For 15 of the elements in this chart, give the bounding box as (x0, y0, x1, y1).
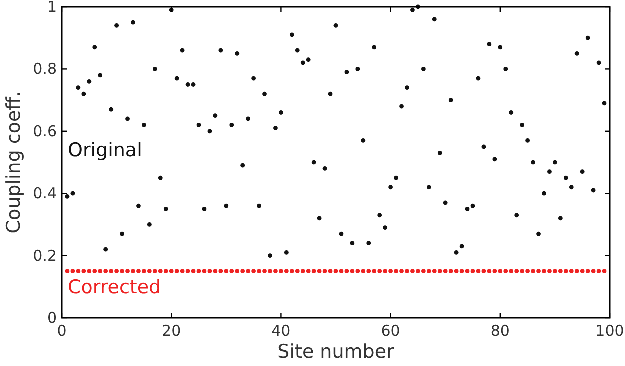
x-tick-label: 60 (381, 322, 400, 340)
x-tick-label: 20 (162, 322, 182, 340)
x-tick-label: 80 (490, 322, 510, 340)
y-tick-label: 1 (47, 0, 57, 16)
y-tick-label: 0.4 (33, 184, 57, 203)
series-label: Original (68, 139, 142, 162)
y-tick-label: 0.6 (33, 122, 57, 140)
series-label: Corrected (68, 276, 162, 298)
x-tick-label: 100 (596, 322, 624, 340)
y-axis-title: Coupling coeff. (3, 91, 25, 234)
x-axis-title: Site number (278, 341, 395, 363)
y-tick-label: 0.2 (33, 246, 57, 265)
y-tick-label: 0.8 (33, 60, 57, 78)
x-tick-label: 40 (272, 322, 291, 340)
y-tick-label: 0 (47, 309, 57, 327)
